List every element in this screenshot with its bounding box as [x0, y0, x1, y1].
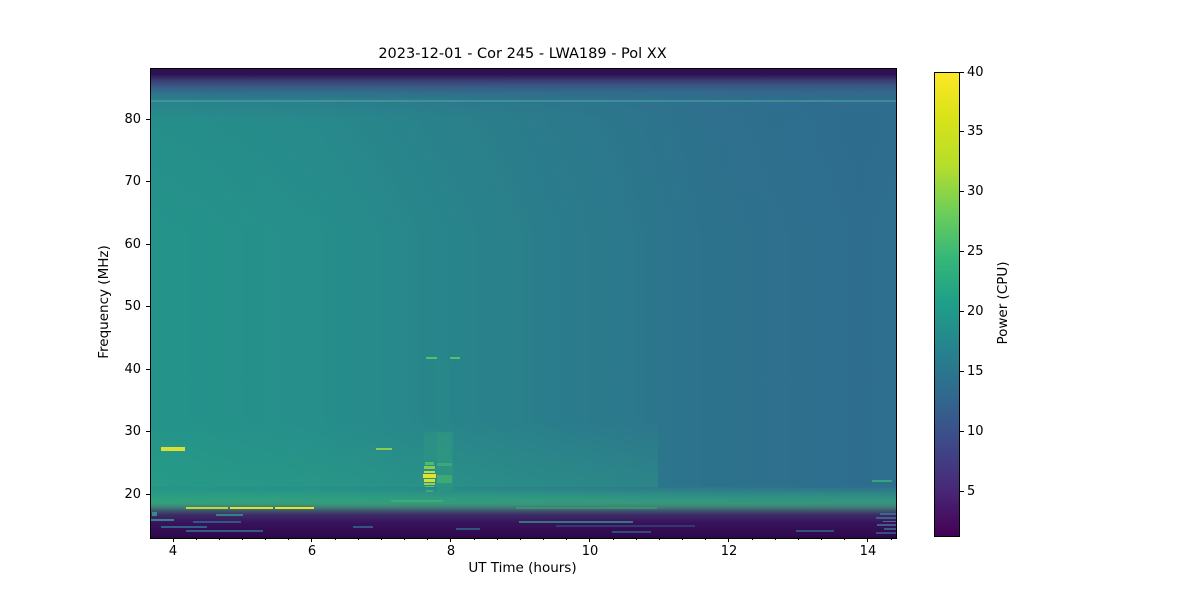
- heatmap-feature-low-dash-1: [151, 518, 174, 521]
- heatmap-feature-low-dash-8: [456, 528, 480, 531]
- colorbar-tick: [960, 431, 964, 433]
- colorbar-tick: [960, 191, 964, 193]
- x-tick-label: 14: [859, 544, 877, 559]
- colorbar-tick: [960, 311, 964, 313]
- y-axis-label: Frequency (MHz): [96, 245, 112, 359]
- heatmap-feature-line-19mhz: [390, 500, 443, 503]
- x-tick-label: 12: [720, 544, 738, 559]
- heatmap-feature-low-dash-11: [795, 530, 835, 533]
- colorbar-tick-label: 30: [967, 184, 984, 200]
- heatmap-feature-green-line-18mhz: [515, 506, 657, 509]
- heatmap-feature-low-dash-4: [185, 530, 263, 533]
- heatmap-bottom-purple-band: [151, 487, 896, 538]
- plot-title: 2023-12-01 - Cor 245 - LWA189 - Pol XX: [378, 46, 667, 62]
- colorbar-tick: [960, 71, 964, 73]
- y-tick-label: 80: [124, 112, 141, 128]
- heatmap-lowfreq-green-band: [151, 421, 658, 487]
- colorbar-tick-label: 5: [967, 484, 976, 500]
- heatmap-feature-burst-stripe-5: [424, 478, 436, 483]
- heatmap-feature-burst-stripe-3: [424, 470, 436, 474]
- colorbar-tick-label: 10: [967, 424, 984, 440]
- heatmap-feature-teal-line-16mhz: [518, 520, 633, 523]
- heatmap-feature-dash-42mhz-b: [449, 357, 461, 360]
- heatmap-plot-area: [150, 68, 897, 539]
- colorbar-tick: [960, 371, 964, 373]
- colorbar-tick: [960, 251, 964, 253]
- heatmap-feature-edge-dash-1: [880, 513, 896, 515]
- heatmap-feature-edge-dash-3: [882, 520, 896, 523]
- heatmap-feature-edge-dash-5: [884, 528, 896, 530]
- heatmap-feature-burst-27mhz-7h: [375, 447, 393, 451]
- colorbar-tick-label: 35: [967, 124, 984, 140]
- x-tick-label: 8: [446, 544, 456, 559]
- heatmap-feature-burst-column: [436, 431, 453, 492]
- y-tick-label: 50: [124, 299, 141, 315]
- heatmap-feature-burst-stripe-2: [424, 466, 436, 469]
- heatmap-feature-low-dash-6: [215, 513, 244, 516]
- heatmap-feature-burst-col-stripe-2: [436, 475, 452, 483]
- heatmap-feature-burst-stripe-1: [424, 462, 434, 466]
- y-tick-label: 30: [124, 424, 141, 440]
- colorbar-tick-label: 20: [967, 304, 984, 320]
- heatmap-feature-burst-stripe-6: [424, 483, 435, 486]
- y-tick-label: 70: [124, 174, 141, 190]
- colorbar-tick-label: 15: [967, 364, 984, 380]
- x-tick-label: 10: [581, 544, 599, 559]
- heatmap-top-purple-band: [151, 69, 896, 119]
- x-axis-label: UT Time (hours): [468, 560, 577, 576]
- colorbar-label: Power (CPU): [995, 261, 1011, 345]
- heatmap-feature-rfi-18mhz-a: [185, 506, 228, 510]
- heatmap-feature-rfi-line-83mhz: [151, 99, 896, 103]
- heatmap-feature-burst-stripe-4: [423, 473, 436, 479]
- heatmap-feature-low-dash-2: [151, 512, 158, 517]
- y-tick-label: 20: [124, 486, 141, 502]
- heatmap-features-layer: [151, 69, 896, 538]
- x-tick-label: 6: [307, 544, 317, 559]
- heatmap-feature-burst-col-stripe-1: [436, 462, 452, 467]
- heatmap-feature-low-dash-5: [193, 521, 242, 523]
- heatmap-feature-dash-42mhz-a: [426, 357, 437, 360]
- colorbar-tick-label: 25: [967, 244, 984, 260]
- heatmap-feature-rfi-18mhz-c: [274, 506, 315, 510]
- colorbar-tick: [960, 131, 964, 133]
- y-tick-label: 40: [124, 361, 141, 377]
- heatmap-feature-burst-stripe-7: [424, 485, 434, 488]
- heatmap-feature-rfi-18mhz-b: [229, 506, 273, 510]
- heatmap-feature-burst-halo-tall: [434, 360, 450, 432]
- colorbar-tick: [960, 491, 964, 493]
- heatmap-upper-blue-tint: [151, 69, 896, 538]
- heatmap-feature-burst-27mhz-left: [160, 447, 186, 451]
- heatmap-feature-edge-dash-2: [875, 516, 896, 519]
- heatmap-feature-low-dash-3: [161, 526, 207, 528]
- heatmap-feature-edge-dash-4: [877, 524, 896, 527]
- heatmap-feature-dash-22mhz-right: [871, 479, 892, 482]
- heatmap-feature-edge-dash-6: [875, 531, 896, 534]
- heatmap-feature-burst-halo-upper: [424, 431, 452, 462]
- heatmap-background-gradient: [151, 69, 896, 538]
- heatmap-feature-burst-stripe-8: [425, 489, 434, 493]
- heatmap-feature-low-dash-7: [353, 526, 374, 528]
- x-tick-label: 4: [168, 544, 178, 559]
- heatmap-feature-low-dash-10: [611, 531, 652, 533]
- colorbar: [934, 72, 960, 537]
- colorbar-tick-label: 40: [967, 64, 984, 80]
- y-tick-label: 60: [124, 236, 141, 252]
- heatmap-feature-low-dash-9: [556, 524, 696, 527]
